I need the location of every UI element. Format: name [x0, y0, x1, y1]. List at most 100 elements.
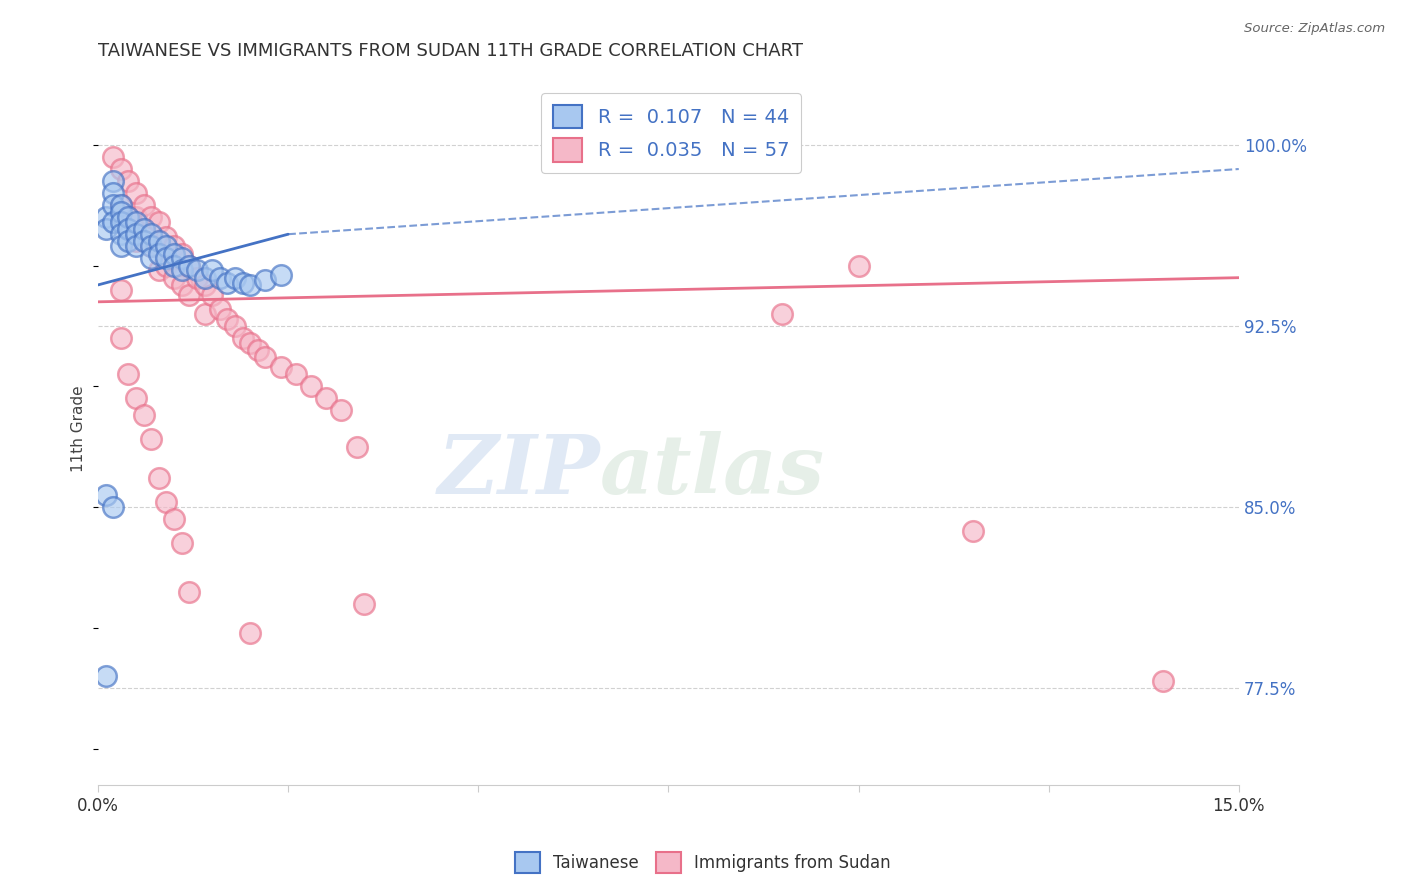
Point	[170, 252, 193, 266]
Point	[125, 186, 148, 201]
Point	[125, 239, 148, 253]
Point	[110, 239, 132, 253]
Point	[179, 584, 201, 599]
Point	[224, 318, 246, 333]
Point	[201, 287, 224, 301]
Text: atlas: atlas	[600, 432, 825, 511]
Point	[254, 273, 277, 287]
Point	[217, 276, 239, 290]
Point	[103, 186, 125, 201]
Point	[132, 235, 155, 249]
Point	[141, 252, 163, 266]
Point	[186, 263, 208, 277]
Point	[110, 331, 132, 345]
Point	[103, 215, 125, 229]
Point	[103, 198, 125, 212]
Point	[141, 211, 163, 225]
Point	[962, 524, 984, 539]
Point	[193, 307, 215, 321]
Point	[170, 277, 193, 292]
Point	[125, 215, 148, 229]
Legend: Taiwanese, Immigrants from Sudan: Taiwanese, Immigrants from Sudan	[509, 846, 897, 880]
Point	[246, 343, 269, 358]
Point	[232, 331, 254, 345]
Point	[148, 263, 170, 277]
Point	[254, 351, 277, 365]
Point	[848, 259, 870, 273]
Point	[155, 495, 177, 509]
Point	[110, 198, 132, 212]
Point	[208, 270, 231, 285]
Point	[299, 379, 322, 393]
Point	[170, 536, 193, 550]
Point	[125, 235, 148, 249]
Text: Source: ZipAtlas.com: Source: ZipAtlas.com	[1244, 22, 1385, 36]
Point	[103, 150, 125, 164]
Point	[94, 488, 117, 502]
Point	[179, 259, 201, 273]
Point	[94, 669, 117, 683]
Point	[141, 433, 163, 447]
Point	[110, 215, 132, 229]
Point	[148, 246, 170, 260]
Point	[132, 222, 155, 236]
Point	[132, 198, 155, 212]
Point	[353, 597, 375, 611]
Y-axis label: 11th Grade: 11th Grade	[72, 385, 86, 472]
Point	[94, 211, 117, 225]
Text: TAIWANESE VS IMMIGRANTS FROM SUDAN 11TH GRADE CORRELATION CHART: TAIWANESE VS IMMIGRANTS FROM SUDAN 11TH …	[98, 42, 803, 60]
Point	[201, 263, 224, 277]
Point	[141, 239, 163, 253]
Point	[186, 270, 208, 285]
Text: ZIP: ZIP	[437, 432, 600, 511]
Point	[193, 270, 215, 285]
Point	[179, 259, 201, 273]
Point	[170, 246, 193, 260]
Point	[141, 239, 163, 253]
Point	[148, 215, 170, 229]
Point	[346, 440, 368, 454]
Point	[163, 270, 186, 285]
Point	[110, 161, 132, 176]
Point	[110, 205, 132, 219]
Point	[330, 403, 353, 417]
Point	[155, 259, 177, 273]
Point	[94, 222, 117, 236]
Point	[315, 392, 337, 406]
Point	[117, 174, 139, 188]
Point	[110, 227, 132, 242]
Point	[103, 500, 125, 514]
Point	[772, 307, 794, 321]
Point	[232, 276, 254, 290]
Point	[170, 263, 193, 277]
Point	[155, 252, 177, 266]
Point	[148, 235, 170, 249]
Point	[110, 198, 132, 212]
Point	[132, 409, 155, 423]
Point	[270, 268, 292, 283]
Point	[270, 359, 292, 374]
Point	[179, 287, 201, 301]
Point	[239, 277, 262, 292]
Point	[125, 392, 148, 406]
Point	[208, 301, 231, 316]
Point	[163, 246, 186, 260]
Point	[163, 239, 186, 253]
Point	[163, 259, 186, 273]
Point	[117, 368, 139, 382]
Point	[239, 625, 262, 640]
Point	[141, 227, 163, 242]
Point	[103, 174, 125, 188]
Point	[117, 211, 139, 225]
Point	[284, 368, 307, 382]
Point	[125, 211, 148, 225]
Point	[217, 311, 239, 326]
Point	[117, 222, 139, 236]
Point	[155, 229, 177, 244]
Point	[155, 239, 177, 253]
Point	[125, 227, 148, 242]
Point	[132, 222, 155, 236]
Point	[110, 283, 132, 297]
Point	[163, 512, 186, 526]
Point	[117, 235, 139, 249]
